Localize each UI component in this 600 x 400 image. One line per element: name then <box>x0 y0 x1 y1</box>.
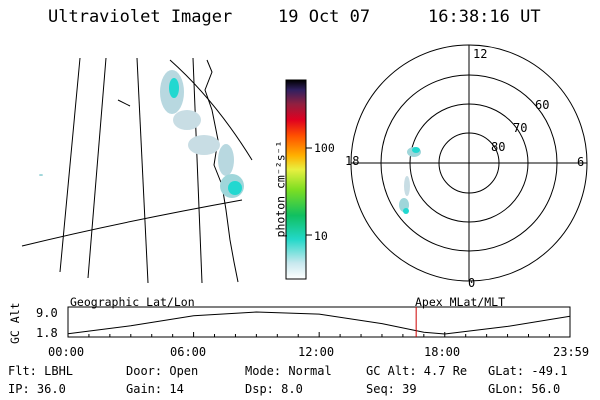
map-meridian <box>192 57 203 284</box>
info-seq: Seq: 39 <box>366 382 417 396</box>
info-dsp: Dsp: 8.0 <box>245 382 303 396</box>
mlt-label-6: 6 <box>577 155 585 169</box>
map-meridian <box>136 57 149 284</box>
altitude-curve <box>67 311 571 335</box>
timeline-xtick: 12:00 <box>298 345 335 359</box>
mlt-label-18: 18 <box>345 154 360 168</box>
mlat-label-60: 60 <box>535 98 550 112</box>
timeline-ylabel: GC Alt <box>8 302 22 344</box>
info-glon: GLon: 56.0 <box>488 382 561 396</box>
colorbar-tick-10: 10 <box>314 229 328 243</box>
timeline-xtick: 18:00 <box>424 345 461 359</box>
mlat-label-80: 80 <box>491 140 506 154</box>
timeline-right-label: Apex MLat/MLT <box>415 295 506 309</box>
mlat-label-70: 70 <box>513 121 528 135</box>
observation-time: 16:38:16 UT <box>428 7 541 27</box>
map-parallel <box>21 199 243 247</box>
info-gc-alt: GC Alt: 4.7 Re <box>366 364 468 378</box>
map-meridian <box>87 57 107 279</box>
mlt-label-0: 0 <box>468 276 476 290</box>
info-glat: GLat: -49.1 <box>488 364 568 378</box>
aurora-emission <box>39 70 244 198</box>
info-mode: Mode: Normal <box>245 364 332 378</box>
timeline-xtick: 23:59 <box>553 345 590 359</box>
coastline <box>117 99 131 107</box>
info-filter: Flt: LBHL <box>8 364 74 378</box>
map-parallel <box>169 59 253 161</box>
coastline <box>204 59 239 283</box>
info-door: Door: Open <box>126 364 199 378</box>
polar-aurora-emission <box>399 147 421 214</box>
timeline-ytick-min: 1.8 <box>36 326 58 340</box>
info-ip: IP: 36.0 <box>8 382 66 396</box>
timeline-left-label: Geographic Lat/Lon <box>70 295 195 309</box>
timeline-xtick: 00:00 <box>48 345 85 359</box>
timeline-ytick-max: 9.0 <box>36 306 58 320</box>
info-gain: Gain: 14 <box>126 382 184 396</box>
instrument-title: Ultraviolet Imager <box>48 7 233 27</box>
observation-date: 19 Oct 07 <box>278 7 371 27</box>
timeline-xtick: 06:00 <box>170 345 207 359</box>
mlt-label-12: 12 <box>473 47 488 61</box>
colorbar-tick-100: 100 <box>314 141 335 155</box>
color-gradient <box>285 79 307 280</box>
